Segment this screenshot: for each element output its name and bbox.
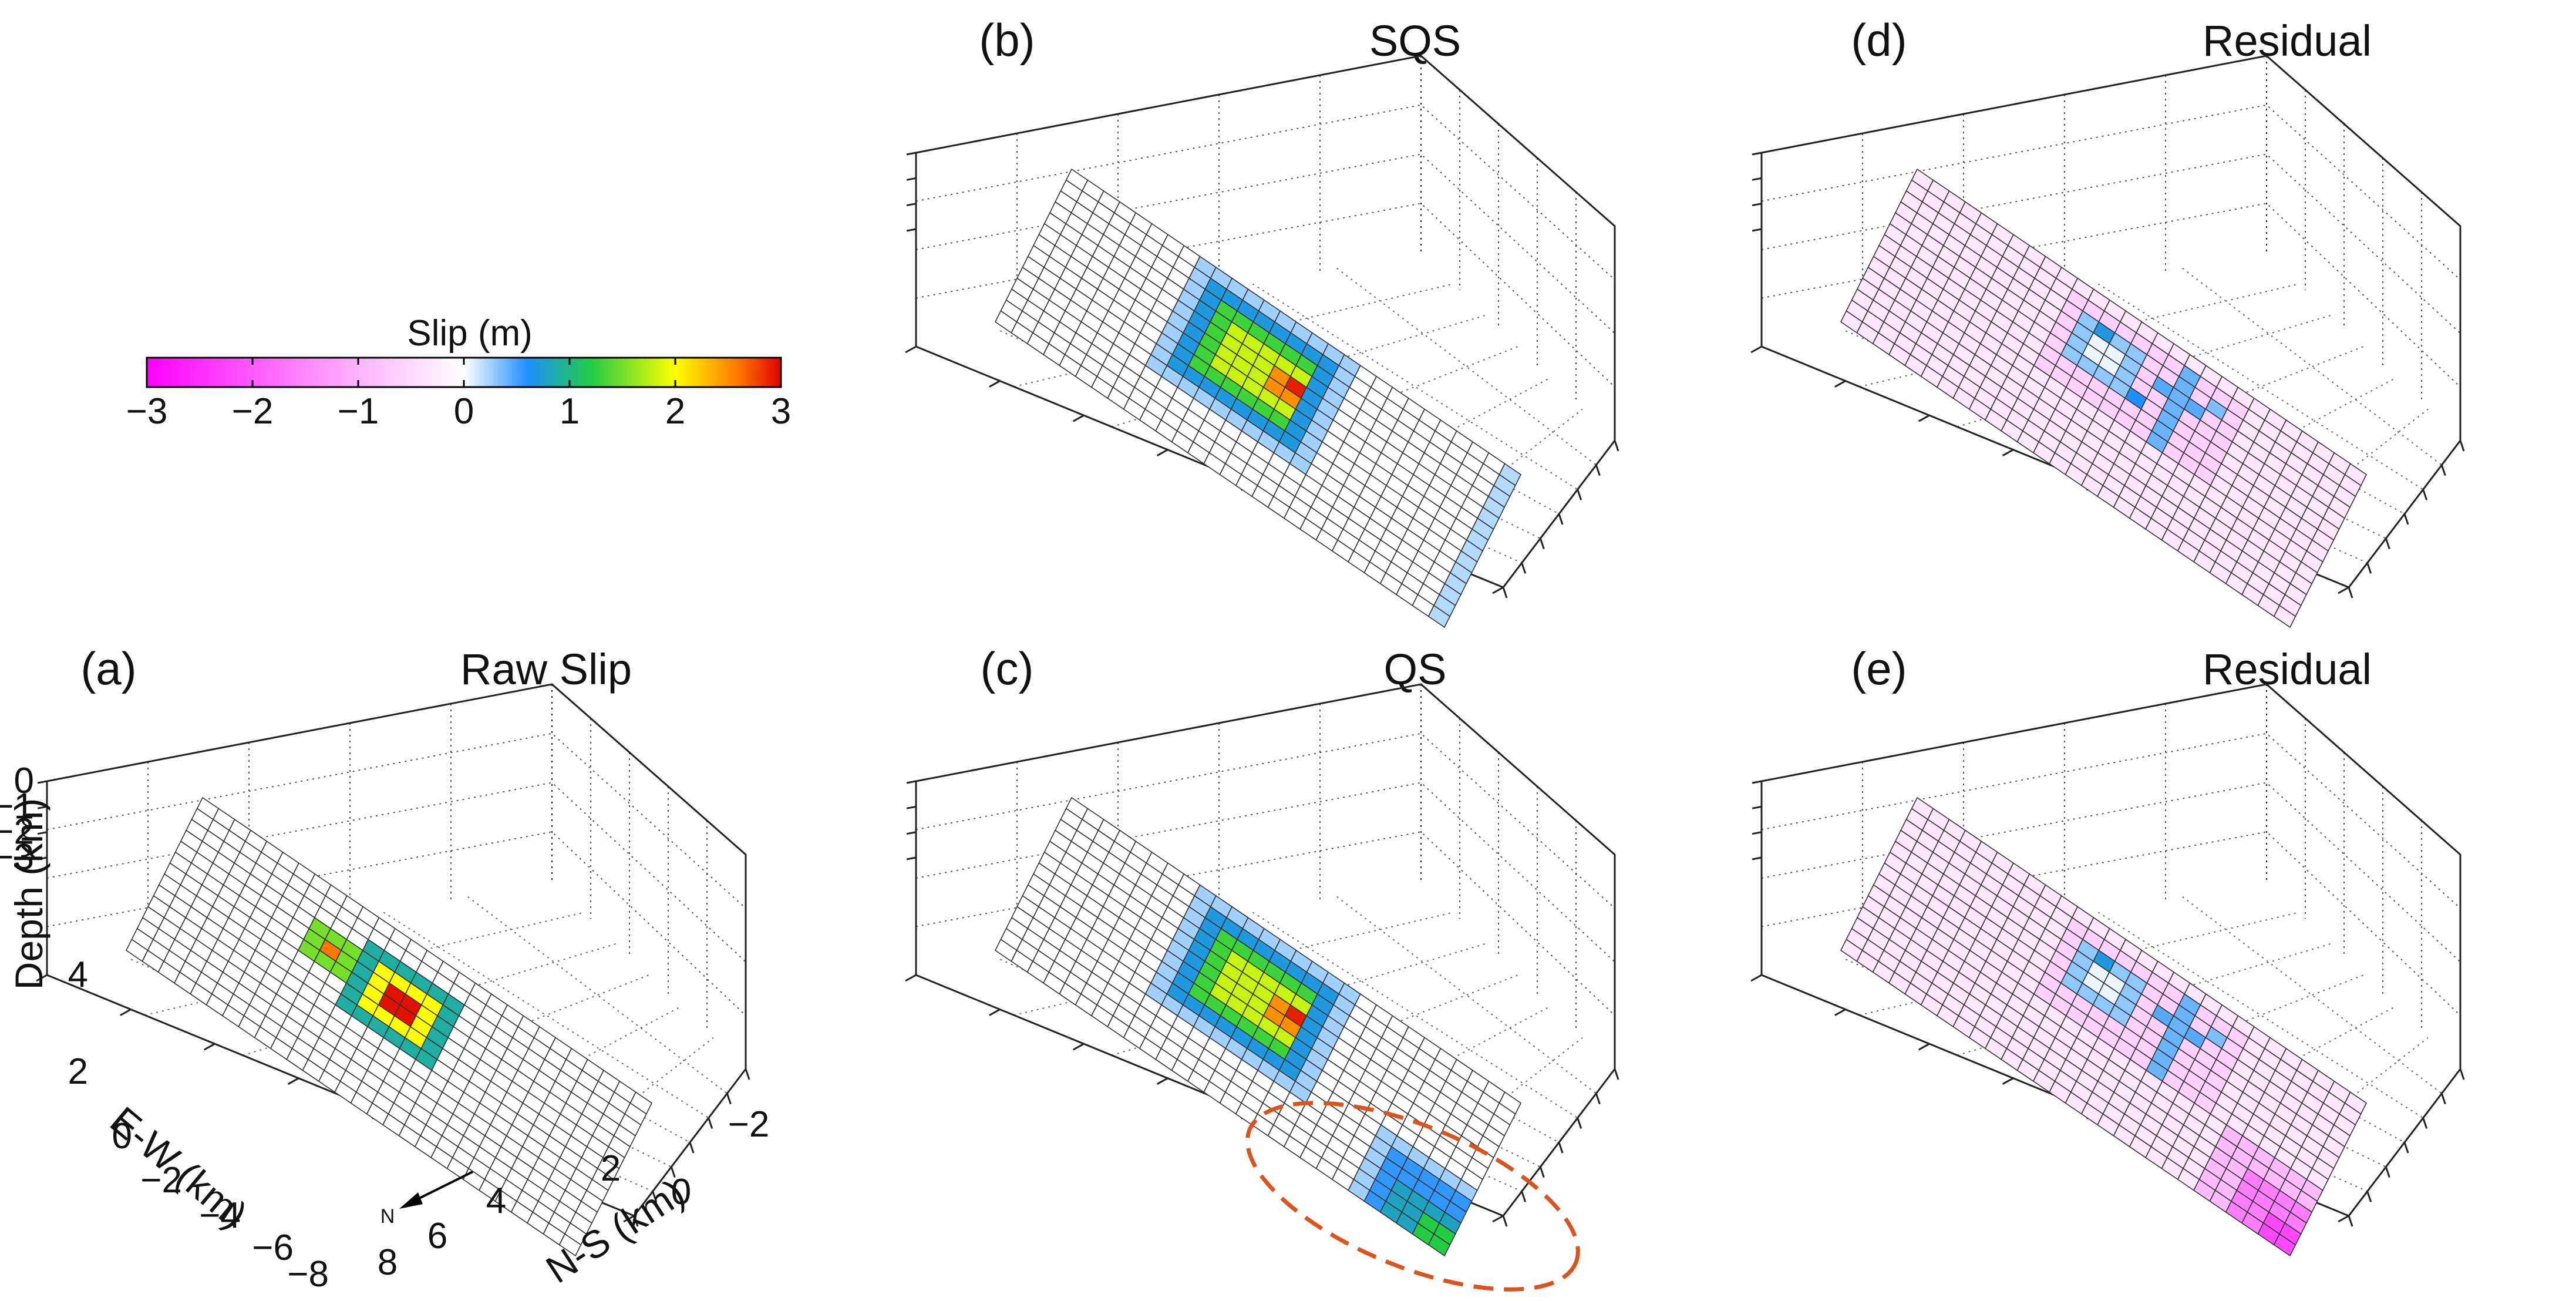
- z-axis-label: Depth (km): [7, 798, 50, 990]
- y-tick-label: 0: [671, 1172, 691, 1212]
- panel-letter: (a): [80, 643, 136, 694]
- y-tick-label: 8: [378, 1242, 398, 1283]
- x-tick-label: 0: [112, 1116, 132, 1157]
- z-tick-label: −2: [0, 812, 34, 852]
- highlight-ellipse: [1245, 1101, 1580, 1292]
- panel-d: (d) Residual: [1750, 14, 2465, 628]
- slip-cell: [1427, 1233, 1451, 1257]
- panel-letter: (b): [979, 14, 1035, 66]
- slip-cell: [2273, 604, 2296, 628]
- x-tick-label: −6: [252, 1228, 294, 1268]
- x-tick-label: 4: [68, 954, 88, 995]
- panel-title: Residual: [2203, 16, 2372, 65]
- z-tick-label: −3: [0, 837, 34, 878]
- x-tick-label: 2: [68, 1051, 88, 1092]
- panel-title: Raw Slip: [460, 645, 632, 694]
- x-axis-label: E-W (km): [102, 1098, 255, 1237]
- panel-letter: (e): [1851, 643, 1907, 694]
- colorbar-tick-label: 0: [454, 391, 474, 432]
- panel-title: QS: [1384, 645, 1447, 694]
- panel-b: (b) SQS: [905, 14, 1619, 628]
- x-tick-label: −2: [140, 1160, 182, 1201]
- fault-plane: [1840, 168, 2368, 628]
- y-tick-label: 4: [486, 1181, 506, 1221]
- colorbar: Slip (m) −3 −2 −1 0 1 2 3: [126, 313, 792, 432]
- colorbar-title: Slip (m): [407, 313, 533, 354]
- panel-title: SQS: [1369, 16, 1461, 65]
- colorbar-tick-label: −3: [126, 391, 168, 432]
- y-tick-label: 2: [601, 1148, 621, 1189]
- z-tick-label: 0: [14, 761, 34, 801]
- colorbar-tick-label: −1: [338, 391, 379, 432]
- fault-plane: [125, 796, 653, 1257]
- north-label: N: [380, 1205, 395, 1228]
- y-tick-label: 6: [427, 1216, 447, 1256]
- slip-cell: [2273, 1233, 2296, 1257]
- panel-c: (c) QS: [905, 643, 1619, 1292]
- y-tick-label: −2: [728, 1104, 770, 1145]
- north-arrow: N: [380, 1171, 473, 1228]
- z-tick-label: −1: [0, 786, 34, 826]
- fault-plane: [994, 168, 1522, 628]
- colorbar-tick-label: 2: [665, 391, 685, 432]
- slip-cell: [558, 1233, 582, 1257]
- panel-letter: (d): [1851, 14, 1907, 66]
- panel-letter: (c): [981, 643, 1034, 694]
- x-tick-label: −4: [199, 1195, 241, 1236]
- x-tick-label: −8: [287, 1254, 329, 1295]
- fault-plane: [1840, 796, 2368, 1257]
- colorbar-tick-label: −2: [232, 391, 274, 432]
- panel-e: (e) Residual: [1750, 643, 2465, 1257]
- fault-plane: [994, 796, 1522, 1257]
- panel-title: Residual: [2203, 645, 2372, 694]
- colorbar-tick-label: 3: [771, 391, 791, 432]
- colorbar-tick-label: 1: [560, 391, 580, 432]
- slip-cell: [1427, 604, 1451, 628]
